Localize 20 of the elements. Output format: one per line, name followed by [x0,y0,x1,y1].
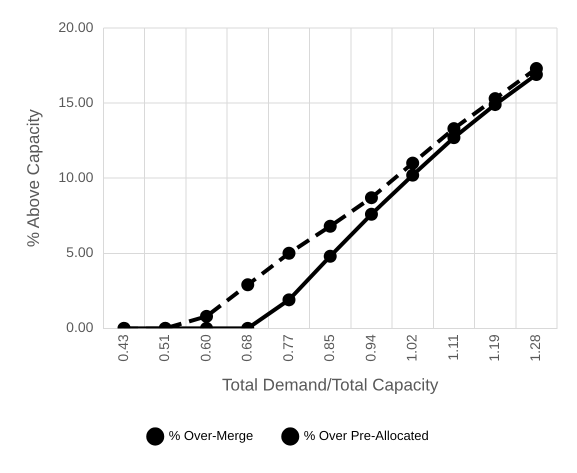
x-tick-label: 1.28 [527,334,544,362]
y-tick-label: 0.00 [66,319,94,336]
x-tick-label: 1.02 [404,334,420,362]
x-axis-title: Total Demand/Total Capacity [222,375,439,394]
x-tick-label: 0.51 [156,334,172,362]
x-tick-label: 0.68 [238,334,255,362]
x-tick-label: 0.85 [321,334,338,362]
x-tick-label: 0.60 [197,334,214,362]
x-tick-label: 0.43 [114,334,131,362]
y-tick-label: 10.00 [58,169,94,186]
y-tick-label: 15.00 [58,94,94,110]
x-tick-label: 0.77 [280,334,296,362]
x-tick-label: 1.11 [444,334,461,361]
x-tick-label: 0.94 [362,334,378,362]
y-axis-title: % Above Capacity [24,108,43,248]
y-tick-label: 5.00 [66,244,94,260]
x-tick-label: 1.19 [486,334,502,362]
legend-label: % Over Pre-Allocated [304,428,429,444]
y-tick-label: 20.00 [58,18,94,35]
legend-label: % Over-Merge [168,428,254,444]
